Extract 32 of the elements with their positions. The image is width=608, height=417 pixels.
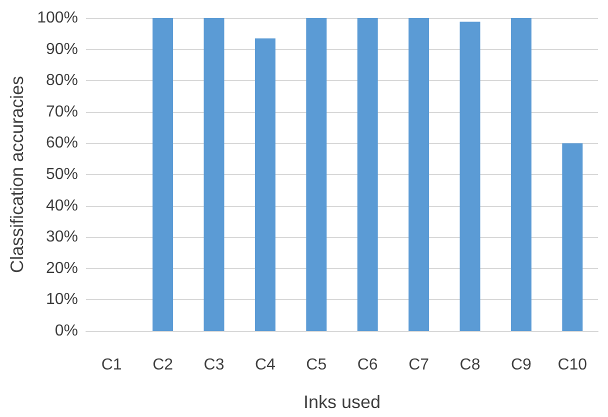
y-tick-label: 20% [46,260,78,277]
x-tick-label: C9 [510,356,532,374]
x-tick-label: C7 [408,356,430,374]
y-tick-label: 60% [46,134,78,152]
y-tick-label: 10% [46,291,78,308]
bar [562,143,583,331]
bar [460,22,480,331]
bar [408,18,430,331]
x-tick-label: C4 [254,356,276,374]
bar [204,18,224,331]
y-tick-label: 70% [46,103,78,120]
bar [152,18,174,331]
x-axis-title: Inks used [303,392,381,412]
x-tick-label: C6 [357,356,378,374]
y-tick-label: 100% [37,10,78,26]
y-tick-label: 30% [46,228,78,246]
x-tick-label: C1 [101,356,122,374]
y-tick-label: 0% [54,322,78,340]
y-tick-label: 80% [46,72,78,90]
y-axis-title: Classification accuracies [7,76,27,274]
x-tick-label: C5 [306,356,327,374]
y-tick-label: 50% [46,166,78,183]
bar [254,38,276,331]
x-tick-label: C10 [558,356,588,374]
x-tick-label: C3 [204,356,224,374]
y-tick-label: 40% [46,197,78,214]
bar [306,18,327,331]
y-tick-label: 90% [46,40,78,58]
x-tick-label: C2 [152,356,174,374]
bar [510,18,532,331]
bar [357,18,378,331]
x-tick-label: C8 [460,356,480,374]
